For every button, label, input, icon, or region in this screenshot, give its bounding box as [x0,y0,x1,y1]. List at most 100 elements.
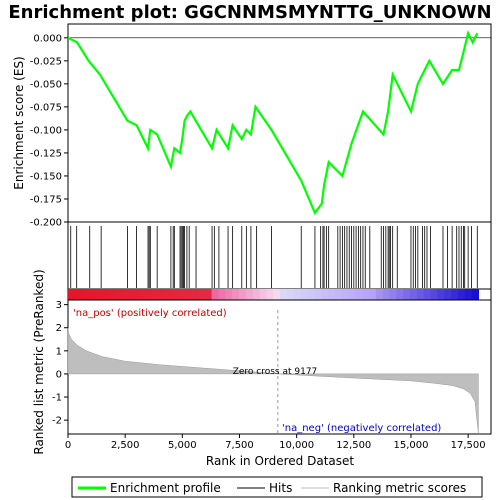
hits-band-segment [464,289,473,300]
hits-band-segment [95,289,103,300]
hits-band-segment [321,289,329,300]
hits-band-segment [266,289,274,300]
hits-band-segment [197,289,206,300]
hits-band-segment [225,289,233,300]
hits-band-segment [389,289,397,300]
x-axis: 0 2,500 5,000 7,500 10,000 12,500 15,000 17,500 [65,434,486,451]
enrichment-profile-line [67,30,479,215]
x-tick-label: 2,500 [111,440,140,451]
hits-band-segment [170,289,179,300]
es-y-tick-label: -0.150 [30,171,62,182]
hits-band-segment [382,289,391,300]
hits-band-segment [416,289,425,300]
hits-band-segment [109,289,117,300]
pos-correlated-label: 'na_pos' (positively correlated) [73,308,227,319]
es-y-tick-label: -0.125 [30,148,62,159]
x-axis-label: Rank in Ordered Dataset [206,454,354,468]
hits-band-segment [245,289,254,300]
x-tick-label: 10,000 [279,440,314,451]
hits-band-segment [252,289,261,300]
metric-y-tick-label: -1 [52,393,62,404]
hits-band-segment [88,289,96,300]
x-tick-label: 15,000 [393,440,428,451]
legend: Enrichment profile Hits Ranking metric s… [71,476,483,498]
hits-band-segment [204,289,213,300]
hits-band-segment [156,289,165,300]
metric-y-axis-label: Ranked list metric (PreRanked) [32,269,46,454]
es-y-tick-label: 0.000 [33,33,62,44]
hits-color-band [68,289,480,300]
metric-y-tick-label: 2 [56,323,62,334]
hits-band-segment [239,289,247,300]
hits-band-segment [396,289,404,300]
legend-box [71,476,483,498]
plot-frame [67,23,492,435]
hits-markers [70,226,478,288]
hits-band-segment [444,289,452,300]
x-tick-label: 17,500 [451,440,486,451]
hits-band-segment [191,289,199,300]
hits-band-segment [273,289,281,300]
zero-cross-label: Zero cross at 9177 [233,367,318,377]
hits-band-segment [307,289,315,300]
x-tick-label: 7,500 [225,440,254,451]
es-y-tick-label: -0.025 [30,56,62,67]
ranking-metric-fill [67,327,479,435]
hits-band-segment [184,289,192,300]
hits-band-segment [74,289,83,300]
metric-y-tick-label: -2 [52,416,62,427]
hits-band-segment [293,289,302,300]
hits-band-segment [341,289,350,300]
legend-metric-label: Ranking metric scores [333,481,466,495]
hits-band-segment [259,289,267,300]
hits-band-segment [177,289,185,300]
es-y-tick-label: -0.175 [30,194,62,205]
chart-title: Enrichment plot: GGCNNMSMYNTTG_UNKNOWN [8,2,491,23]
ranking-metric-area [67,310,479,435]
es-y-axis-label: Enrichment score (ES) [12,56,26,189]
hits-band-segment [437,289,445,300]
x-tick-label: 12,500 [336,440,371,451]
hits-band-segment [375,289,384,300]
es-y-tick-label: -0.050 [30,79,62,90]
metric-y-tick-label: 0 [56,369,62,380]
hits-band-segment [451,289,459,300]
hits-band-segment [81,289,90,300]
metric-y-tick-label: 3 [56,300,62,311]
metric-y-axis: 3 2 1 0 -1 -2 [52,300,68,427]
hits-band-segment [115,289,124,300]
neg-correlated-label: 'na_neg' (negatively correlated) [282,423,441,434]
hits-band-segment [218,289,226,300]
hits-band-segment [348,289,356,300]
hits-band-segment [280,289,288,300]
hits-band-segment [430,289,438,300]
metric-y-tick-label: 1 [56,346,62,357]
es-y-axis: 0.000 -0.025 -0.050 -0.075 -0.100 -0.125 -0.15… [30,33,68,229]
hits-band-segment [300,289,309,300]
hits-band-segment [327,289,336,300]
hits-band-segment [355,289,363,300]
hits-band-segment [314,289,322,300]
hits-band-segment [403,289,411,300]
legend-enrichment-label: Enrichment profile [110,481,221,495]
hits-band-segment [129,289,138,300]
hits-band-segment [334,289,343,300]
x-tick-label: 5,000 [168,440,197,451]
hits-band-segment [286,289,295,300]
hits-band-segment [368,289,377,300]
hits-band-segment [211,289,220,300]
hits-band-segment [410,289,418,300]
hits-band-segment [232,289,240,300]
legend-hits-label: Hits [269,481,292,495]
hits-band-segment [362,289,370,300]
enrichment-profile-polyline [67,30,479,215]
hits-band-segment [150,289,158,300]
hits-band-segment [471,289,480,300]
hits-band-segment [457,289,466,300]
hits-band-segment [122,289,131,300]
hits-band-segment [68,289,76,300]
hits-band-segment [423,289,432,300]
hits-band-segment [143,289,151,300]
hits-band-segment [102,289,110,300]
